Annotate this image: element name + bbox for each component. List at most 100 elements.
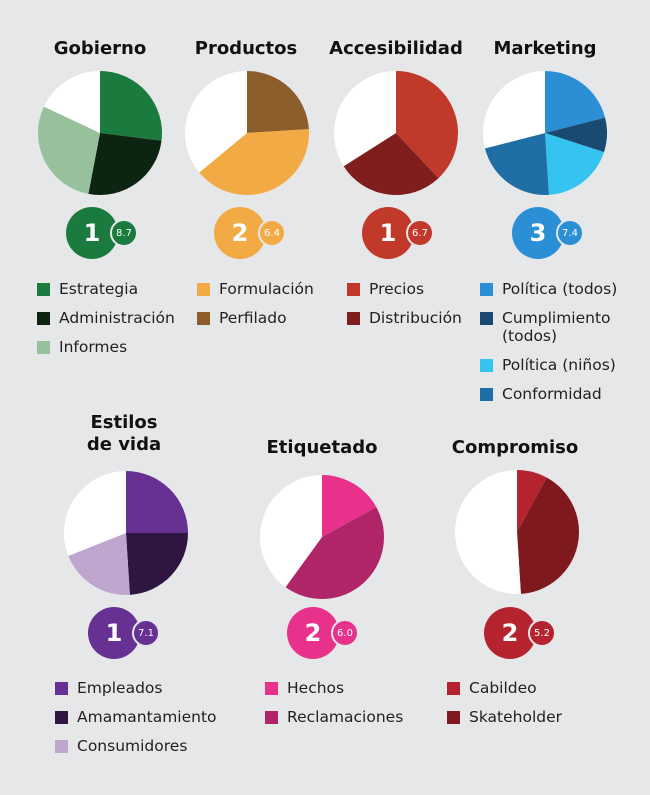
legend: Precios Distribución — [347, 280, 462, 338]
legend-label: Precios — [369, 280, 425, 298]
chart-title: Estilos de vida — [86, 412, 162, 455]
legend-item: Perfilado — [197, 309, 314, 327]
pie-chart — [454, 470, 579, 594]
chart-title: Productos — [194, 38, 298, 59]
legend-item: Política (niños) — [480, 356, 617, 374]
legend-swatch — [480, 312, 493, 325]
score-badge: 6.4 — [258, 219, 286, 247]
pie-slice — [100, 71, 162, 141]
legend-swatch — [480, 388, 493, 401]
pie-slice — [247, 71, 309, 133]
pie-chart — [260, 475, 384, 599]
pie-slice — [199, 129, 309, 195]
chart-title: Marketing — [493, 38, 597, 59]
legend-swatch — [347, 283, 360, 296]
legend-swatch — [197, 283, 210, 296]
legend-item: Cabildeo — [447, 679, 562, 697]
legend-label: Hechos — [287, 679, 345, 697]
legend-item: Formulación — [197, 280, 314, 298]
legend-label: Empleados — [77, 679, 163, 697]
score-badge: 7.4 — [556, 219, 584, 247]
rank-badge: 2 — [214, 207, 266, 259]
legend-swatch — [55, 711, 68, 724]
pie-chart — [483, 71, 607, 195]
pie-slice — [260, 475, 322, 588]
legend: Hechos Reclamaciones — [265, 679, 403, 737]
legend-item: Skateholder — [447, 708, 562, 726]
pie-slice — [185, 71, 247, 173]
pie-slice — [454, 470, 521, 594]
legend-swatch — [265, 711, 278, 724]
rank-badge: 2 — [287, 607, 339, 659]
legend-label: Política (todos) — [502, 280, 618, 298]
chart-title: Gobierno — [53, 38, 147, 59]
pie-chart — [38, 71, 162, 195]
pie-chart — [334, 71, 458, 195]
legend-item: Informes — [37, 338, 175, 356]
pie-slice — [38, 106, 100, 194]
legend-label: Formulación — [219, 280, 314, 298]
legend: Cabildeo Skateholder — [447, 679, 562, 737]
legend-swatch — [55, 740, 68, 753]
legend-item: Política (todos) — [480, 280, 617, 298]
pie-slice — [545, 71, 606, 133]
pie-slice — [545, 117, 607, 153]
pie-slice — [126, 471, 188, 533]
pie-slice — [88, 133, 162, 195]
pie-slice — [517, 477, 579, 594]
legend-item: Empleados — [55, 679, 217, 697]
legend-swatch — [197, 312, 210, 325]
legend-item: Precios — [347, 280, 462, 298]
legend-label: Estrategia — [59, 280, 139, 298]
legend-label: Amamantamiento — [77, 708, 217, 726]
rank-badge: 2 — [484, 607, 536, 659]
legend-item: Distribución — [347, 309, 462, 327]
legend-label: Administración — [59, 309, 175, 327]
rank-badge: 3 — [512, 207, 564, 259]
legend-label: Informes — [59, 338, 128, 356]
legend-label: Cabildeo — [469, 679, 537, 697]
legend-swatch — [480, 283, 493, 296]
rank-badge: 1 — [66, 207, 118, 259]
rank-badge: 1 — [362, 207, 414, 259]
legend: Estrategia Administración Informes — [37, 280, 175, 367]
legend-item: Amamantamiento — [55, 708, 217, 726]
score-badge: 7.1 — [132, 619, 160, 647]
pie-slice — [68, 533, 130, 595]
legend-item: Hechos — [265, 679, 403, 697]
legend-swatch — [347, 312, 360, 325]
pie-chart — [185, 71, 309, 195]
legend: Formulación Perfilado — [197, 280, 314, 338]
legend-label: Perfilado — [219, 309, 287, 327]
legend-swatch — [37, 283, 50, 296]
legend-label: Política (niños) — [502, 356, 616, 374]
legend-label: Cumplimiento (todos) — [502, 309, 611, 345]
legend-item: Reclamaciones — [265, 708, 403, 726]
pie-slice — [517, 470, 547, 532]
legend: Empleados Amamantamiento Consumidores — [55, 679, 217, 766]
legend-label: Reclamaciones — [287, 708, 404, 726]
pie-slice — [63, 471, 126, 556]
legend-item: Estrategia — [37, 280, 175, 298]
legend-label: Consumidores — [77, 737, 188, 755]
score-badge: 5.2 — [528, 619, 556, 647]
legend-swatch — [447, 711, 460, 724]
legend-swatch — [480, 359, 493, 372]
chart-title: Etiquetado — [266, 437, 378, 458]
legend-label: Skateholder — [469, 708, 563, 726]
legend-swatch — [447, 682, 460, 695]
legend-label: Distribución — [369, 309, 462, 327]
legend-item: Cumplimiento (todos) — [480, 309, 617, 345]
rank-badge: 1 — [88, 607, 140, 659]
pie-slice — [322, 475, 377, 537]
legend-swatch — [37, 312, 50, 325]
pie-slice — [484, 133, 549, 195]
legend-item: Consumidores — [55, 737, 217, 755]
pie-slice — [396, 71, 458, 179]
pie-chart — [63, 471, 188, 595]
legend: Política (todos) Cumplimiento (todos) Polí… — [480, 280, 617, 414]
pie-slice — [545, 133, 604, 195]
legend-swatch — [265, 682, 278, 695]
chart-title: Compromiso — [451, 437, 579, 458]
